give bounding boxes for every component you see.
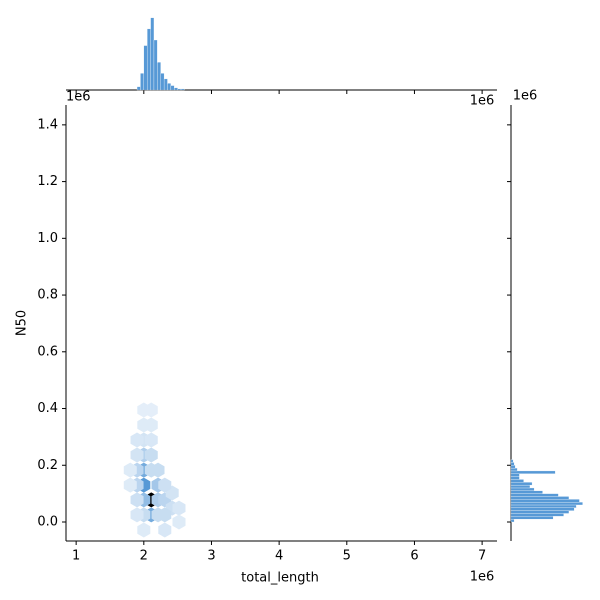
hexbin — [123, 477, 137, 493]
histogram-bar — [163, 78, 168, 91]
hexbin — [130, 432, 144, 448]
histogram-bar — [174, 87, 178, 91]
hexbin — [151, 507, 165, 523]
x-tick-label: 6 — [410, 549, 418, 564]
x-tick-label: 7 — [478, 549, 486, 564]
x-offset-label: 1e6 — [470, 570, 495, 585]
hexbin — [158, 522, 172, 538]
histogram-bar — [177, 88, 182, 91]
histogram-bar — [510, 465, 516, 469]
hexbin — [172, 514, 186, 530]
histogram-bar — [510, 482, 533, 486]
histogram-bar — [143, 45, 148, 91]
histogram-bar — [510, 493, 559, 497]
y-offset-label: 1e6 — [66, 90, 91, 105]
histogram-bar — [510, 490, 543, 494]
histogram-bar — [510, 467, 518, 472]
histogram-bar — [147, 28, 151, 91]
x-tick-label: 2 — [140, 549, 148, 564]
histogram-bar — [510, 516, 554, 520]
x-tick-label: 4 — [275, 549, 283, 564]
histogram-bar — [510, 470, 556, 474]
hexbin — [151, 462, 165, 478]
histogram-bar — [140, 73, 144, 91]
x-tick-label: 5 — [343, 549, 351, 564]
histogram-bar — [160, 73, 165, 91]
histogram-bar — [167, 83, 172, 91]
hexbin — [130, 507, 144, 523]
histogram-bar — [510, 504, 577, 508]
histogram-bar — [510, 496, 570, 500]
histogram-bar — [510, 519, 515, 523]
hexbin — [144, 417, 158, 433]
x-tick-label: 3 — [207, 549, 215, 564]
x-tick-label: 1 — [72, 549, 80, 564]
histogram-bar — [153, 39, 158, 91]
y-tick-label: 1.0 — [37, 231, 58, 246]
hexbin — [172, 500, 186, 516]
histogram-bar — [510, 484, 531, 489]
histogram-bar — [510, 499, 580, 503]
x-offset-label: 1e6 — [470, 94, 495, 109]
y-tick-label: 0.4 — [37, 401, 58, 416]
histogram-bar — [510, 479, 524, 483]
y-offset-label: 1e6 — [513, 89, 538, 104]
histogram-bar — [157, 62, 161, 91]
histogram-bar — [510, 473, 520, 477]
histogram-bar — [150, 17, 155, 91]
hexbin — [137, 522, 151, 538]
y-tick-label: 0.6 — [37, 344, 58, 359]
y-axis-label: N50 — [15, 310, 30, 336]
histogram-bar — [510, 487, 535, 491]
histogram-bar — [136, 86, 141, 91]
hexbin — [123, 462, 137, 478]
y-tick-label: 0.0 — [37, 514, 58, 529]
histogram-bar — [510, 507, 575, 511]
hexbin — [144, 447, 158, 463]
hexbin — [144, 402, 158, 418]
x-axis-label: total_length — [241, 571, 319, 586]
histogram-bar — [510, 462, 515, 466]
histogram-bar — [510, 510, 570, 514]
histogram-bar — [510, 513, 564, 517]
y-tick-label: 1.2 — [37, 174, 58, 189]
hexbin — [130, 447, 144, 463]
histogram-bar — [180, 88, 185, 91]
y-tick-label: 0.8 — [37, 288, 58, 303]
hexbin — [130, 492, 144, 508]
hexbin — [144, 432, 158, 448]
histogram-bar — [510, 459, 514, 463]
y-tick-label: 0.2 — [37, 458, 58, 473]
hexbin — [158, 477, 172, 493]
y-tick-label: 1.4 — [37, 117, 58, 132]
histogram-bar — [510, 501, 583, 506]
histogram-bar — [170, 85, 175, 91]
histogram-bar — [510, 476, 520, 480]
